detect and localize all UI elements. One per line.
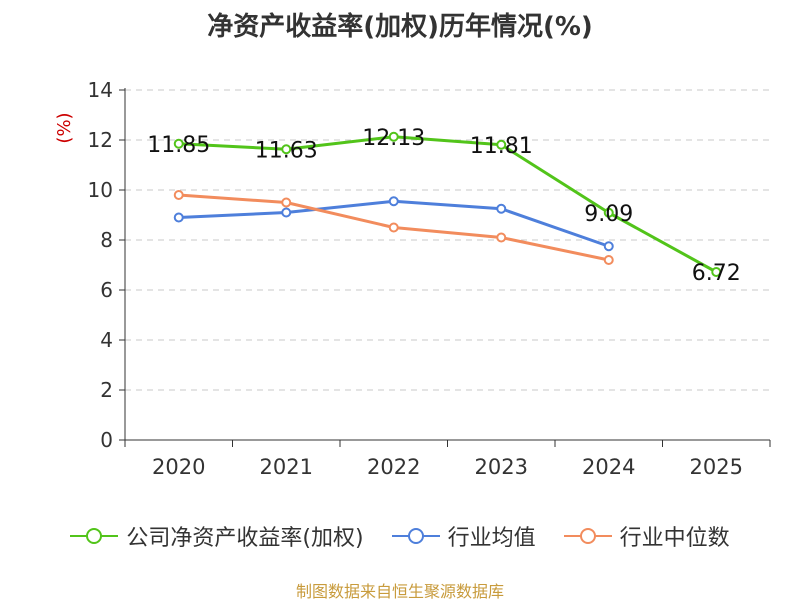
data-label-2023: 11.81	[470, 134, 533, 159]
legend-item-industry-average[interactable]: 行业均值	[391, 520, 536, 552]
y-tick-label-14: 14	[88, 78, 113, 102]
data-label-2022: 12.13	[362, 126, 425, 151]
point-0-2021	[281, 144, 292, 155]
x-tick-label-2023: 2023	[475, 455, 528, 479]
chart-title: 净资产收益率(加权)历年情况(%)	[207, 12, 593, 42]
data-label-2020: 11.85	[147, 133, 210, 158]
point-1-2021	[281, 207, 292, 218]
point-1-2022	[388, 196, 399, 207]
x-tick-labels: 2020 2021 2022 2023 2024 2025	[152, 455, 743, 479]
point-2-2023	[496, 232, 507, 243]
x-tick-label-2024: 2024	[582, 455, 635, 479]
data-label-2024: 9.09	[584, 202, 633, 227]
grid-lines	[125, 89, 770, 391]
x-tick-label-2021: 2021	[260, 455, 313, 479]
y-axis-label: (%)	[54, 112, 75, 143]
point-2-2021	[281, 197, 292, 208]
y-tick-label-2: 2	[100, 378, 113, 402]
point-2-2024	[603, 255, 614, 265]
point-0-2025	[711, 267, 722, 277]
x-tick-label-2020: 2020	[152, 455, 205, 479]
legend-label-industry-median: 行业中位数	[619, 526, 730, 551]
x-tick-label-2025: 2025	[690, 455, 743, 479]
point-0-2020	[173, 138, 184, 149]
y-tick-label-6: 6	[100, 278, 113, 302]
legend-median-swatch-icon	[563, 528, 612, 544]
legend-label-company: 公司净资产收益率(加权)	[126, 526, 364, 551]
data-labels: 11.85 11.63 12.13 11.81 9.09 6.72	[147, 126, 740, 286]
point-1-2020	[173, 212, 184, 223]
data-label-2021: 11.63	[255, 138, 318, 163]
y-tick-label-12: 12	[88, 128, 113, 152]
y-tick-label-4: 4	[100, 328, 113, 352]
legend: 公司净资产收益率(加权) 行业均值 行业中位数	[0, 520, 800, 552]
y-tick-label-10: 10	[88, 178, 113, 202]
source-note: 制图数据来自恒生聚源数据库	[295, 582, 504, 601]
y-tick-label-8: 8	[100, 228, 113, 252]
legend-label-industry-average: 行业均值	[447, 526, 536, 551]
point-0-2022	[388, 131, 399, 142]
point-2-2022	[388, 222, 399, 233]
legend-item-company[interactable]: 公司净资产收益率(加权)	[70, 520, 364, 552]
x-tick-label-2022: 2022	[367, 455, 420, 479]
y-tick-labels: 0 2 4 6 8 10 12 14	[88, 78, 113, 452]
series-group	[173, 131, 722, 277]
axes	[119, 88, 771, 447]
legend-average-swatch-icon	[391, 528, 440, 544]
point-1-2023	[496, 203, 507, 214]
data-label-2025: 6.72	[692, 261, 741, 286]
point-1-2024	[603, 241, 614, 252]
point-0-2024	[603, 207, 614, 218]
legend-company-swatch-icon	[70, 528, 119, 544]
legend-item-industry-median[interactable]: 行业中位数	[563, 520, 730, 552]
series-line-0	[178, 135, 717, 274]
point-2-2020	[173, 190, 184, 200]
y-tick-label-0: 0	[100, 428, 113, 452]
point-0-2023	[496, 139, 507, 150]
